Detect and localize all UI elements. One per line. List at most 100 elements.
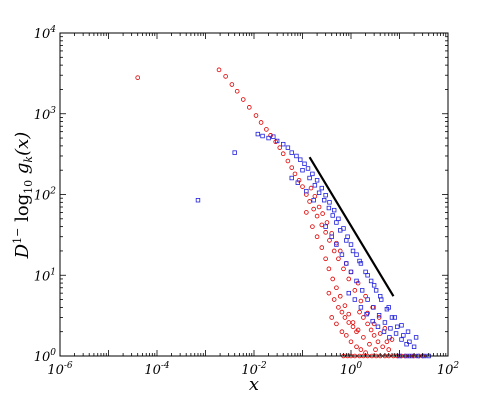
series-1-point-32 [395, 324, 400, 329]
series-0-point-107 [368, 327, 374, 333]
series-0-point-56 [323, 256, 328, 262]
series-0-point-43 [337, 248, 343, 254]
series-1-point-51 [386, 305, 391, 310]
series-1-point-18 [327, 200, 332, 205]
series-1-point-67 [382, 320, 388, 325]
series-1-point-23 [348, 242, 354, 247]
series-0-point-98 [336, 305, 341, 310]
series-1-point-70 [399, 337, 404, 342]
series-1-point-39 [316, 190, 322, 195]
y-tick-label: 101 [34, 267, 56, 284]
series-0-point-66 [367, 341, 372, 347]
series-1-point-74 [304, 188, 309, 194]
series-1-point-47 [357, 258, 362, 264]
series-0-point-14 [285, 158, 291, 164]
series-1-point-15 [314, 178, 320, 183]
series-1-point-10 [294, 153, 299, 159]
series-0-point-18 [300, 184, 305, 189]
series-1-point-34 [407, 339, 412, 344]
series-1-point-2 [255, 131, 261, 137]
series-1-point-6 [274, 138, 280, 144]
series-1-point-82 [381, 329, 387, 334]
series-1-point-33 [401, 333, 406, 338]
y-tick-label: 103 [34, 106, 57, 123]
series-1-point-5 [271, 134, 276, 139]
series-0-point-32 [365, 310, 370, 316]
series-1-point-0 [195, 197, 201, 203]
series-1-point-61 [348, 269, 354, 275]
series-0-point-7 [253, 113, 259, 118]
series-0-point-34 [377, 331, 383, 336]
series-1-point-25 [358, 261, 364, 266]
series-0-point-61 [342, 303, 348, 308]
series-1-point-37 [307, 175, 312, 181]
series-0-point-12 [277, 145, 283, 150]
series-1-point-11 [298, 157, 303, 162]
series-1-point-64 [365, 297, 370, 302]
plot-frame [59, 32, 449, 357]
reference-slope-line [308, 156, 395, 297]
axis-ticks [59, 32, 449, 357]
series-0-point-106 [365, 321, 370, 327]
series-1-point-56 [323, 224, 328, 229]
series-1-point-27 [368, 278, 374, 284]
series-1-point-76 [346, 290, 351, 296]
series-1-point-14 [310, 171, 315, 177]
series-1-point-19 [331, 207, 337, 213]
series-0-point-16 [292, 171, 298, 177]
series-1-point-13 [305, 166, 311, 171]
series-1-point-72 [289, 175, 294, 181]
series-1-point-52 [392, 315, 397, 320]
series-0-point-57 [326, 266, 332, 272]
series-0-point-35 [384, 339, 390, 345]
series-0-point-105 [361, 315, 366, 320]
series-0-point-17 [296, 177, 302, 183]
series-1-point-46 [350, 248, 356, 254]
series-1-point-12 [302, 161, 307, 166]
series-1-point-78 [358, 305, 364, 310]
series-1-point-59 [339, 252, 345, 257]
series-1-point-24 [354, 252, 359, 257]
series-0-point-72 [348, 339, 354, 345]
series-0-point-54 [314, 234, 320, 240]
series-1-point-8 [285, 145, 291, 150]
x-tick-label: 10-6 [47, 361, 73, 378]
series-1-point-38 [312, 183, 318, 188]
series-1-point-57 [329, 234, 334, 239]
series-0-point-110 [380, 344, 385, 350]
series-1-point-28 [373, 288, 379, 293]
series-0-point-2 [223, 74, 228, 79]
y-tick-label: 104 [34, 25, 57, 42]
series-0-point-65 [361, 335, 366, 340]
series-1-point-35 [411, 344, 417, 349]
series-1-point-62 [354, 278, 359, 284]
series-1-point-83 [387, 335, 392, 340]
series-0-point-45 [348, 269, 354, 275]
series-0-point-22 [314, 213, 320, 219]
chart-marks [135, 67, 431, 359]
series-0-point-1 [216, 67, 222, 73]
x-tick-label: 10-4 [144, 361, 170, 378]
series-1-point-7 [280, 141, 286, 147]
series-0-point-0 [135, 75, 140, 80]
series-0-point-108 [371, 333, 377, 338]
x-tick-label: 102 [437, 361, 460, 378]
series-0-point-44 [343, 261, 349, 266]
series-0-point-68 [329, 315, 334, 320]
series-0-point-24 [323, 230, 328, 235]
series-0-point-62 [346, 311, 352, 317]
series-0-point-53 [310, 224, 315, 229]
series-1-point-20 [336, 216, 341, 222]
series-0-point-69 [334, 321, 339, 327]
series-0-point-5 [240, 97, 246, 102]
x-tick-label: 10-2 [241, 361, 267, 378]
series-0-point-74 [358, 347, 364, 352]
series-1-point-44 [338, 228, 343, 233]
series-0-point-60 [337, 293, 343, 299]
x-axis-label: x [249, 374, 259, 395]
series-0-point-102 [350, 324, 356, 330]
y-axis-label: D1− log10 gk(x) [11, 132, 35, 260]
series-0-point-111 [386, 347, 392, 352]
series-0-point-58 [330, 276, 336, 282]
series-1-point-63 [359, 288, 365, 293]
